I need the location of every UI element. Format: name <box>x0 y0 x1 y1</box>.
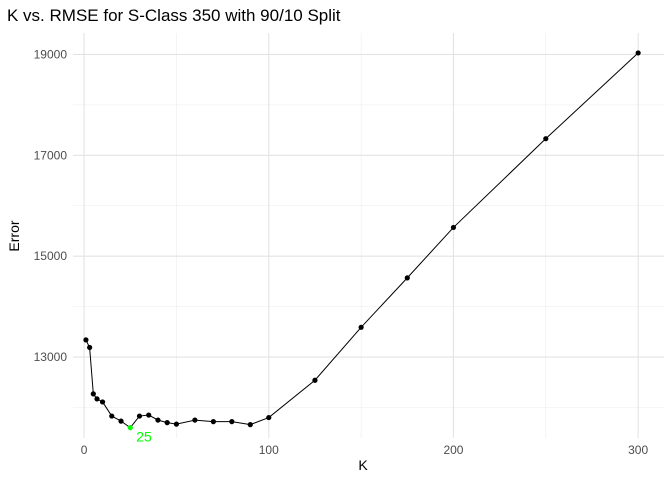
data-point <box>450 224 457 231</box>
x-tick-label: 0 <box>81 443 88 457</box>
data-point <box>146 412 152 418</box>
data-point <box>229 419 235 425</box>
data-point <box>404 275 410 281</box>
y-tick-labels: 13000 15000 17000 19000 <box>34 47 68 364</box>
data-point <box>90 391 96 397</box>
data-point <box>155 417 161 423</box>
data-point <box>543 136 549 142</box>
series-line <box>85 52 639 429</box>
highlight-label: 25 <box>136 429 152 445</box>
y-axis-title: Error <box>6 220 22 251</box>
y-tick-label: 19000 <box>34 47 68 61</box>
data-point <box>118 418 124 424</box>
data-point <box>94 396 100 402</box>
data-point <box>99 399 106 405</box>
data-point <box>210 419 216 425</box>
data-point <box>87 344 93 351</box>
x-tick-label: 200 <box>443 443 463 457</box>
chart-title: K vs. RMSE for S-Class 350 with 90/10 Sp… <box>7 6 341 25</box>
data-point <box>173 421 180 427</box>
x-axis-title: K <box>358 457 368 473</box>
data-point <box>136 413 143 419</box>
data-point <box>109 413 115 419</box>
data-point <box>83 337 89 343</box>
x-tick-label: 100 <box>259 443 279 457</box>
data-point <box>635 50 641 56</box>
rmse-series <box>83 50 641 431</box>
highlight-annotation: 25 <box>136 429 152 445</box>
y-tick-label: 15000 <box>34 249 68 263</box>
x-tick-labels: 0 100 200 300 <box>81 443 649 457</box>
data-point <box>312 377 318 383</box>
data-point <box>164 420 170 426</box>
data-point <box>358 324 364 330</box>
grid-lines <box>73 33 664 438</box>
y-tick-label: 13000 <box>34 350 68 364</box>
data-point <box>247 422 253 428</box>
data-point <box>266 414 272 421</box>
x-tick-label: 300 <box>628 443 648 457</box>
data-point <box>192 417 198 423</box>
data-point <box>127 425 133 431</box>
y-tick-label: 17000 <box>34 148 68 162</box>
